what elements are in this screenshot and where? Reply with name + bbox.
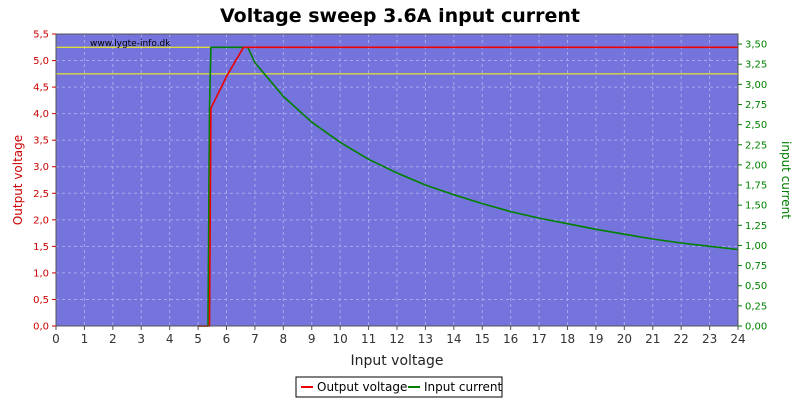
x-tick-label: 24: [730, 332, 745, 346]
y-left-tick-label: 5,5: [33, 30, 49, 41]
x-tick-label: 21: [645, 332, 660, 346]
x-tick-label: 4: [166, 332, 174, 346]
x-tick-label: 5: [194, 332, 202, 346]
x-tick-label: 1: [81, 332, 89, 346]
y-right-tick-label: 2,00: [745, 160, 767, 171]
x-tick-label: 17: [531, 332, 546, 346]
x-tick-label: 8: [280, 332, 288, 346]
x-tick-label: 9: [308, 332, 316, 346]
watermark: www.lygte-info.dk: [90, 39, 171, 49]
axes: 0 1 2 3 4 5 6 7 8 9 10 11 12 13 14 15 16 17 18 19 20 21 22 23 24…: [33, 30, 767, 347]
y-left-tick-label: 1,0: [33, 268, 49, 279]
y-right-tick-label: 0,00: [745, 322, 767, 333]
x-tick-label: 6: [223, 332, 231, 346]
y-left-tick-label: 5,0: [33, 56, 49, 67]
y-left-tick-label: 4,0: [33, 109, 49, 120]
legend-label-output-voltage: Output voltage: [317, 380, 407, 394]
y-left-tick-label: 2,0: [33, 215, 49, 226]
y-right-tick-label: 2,75: [745, 100, 767, 111]
x-tick-label: 0: [52, 332, 60, 346]
legend: Output voltage Input current: [295, 376, 503, 398]
x-tick-label: 18: [560, 332, 575, 346]
grid: [56, 34, 738, 326]
y-right-tick-label: 3,00: [745, 80, 767, 91]
series-line-input-current: [198, 46, 739, 327]
y-axis-left-label: Output voltage: [11, 135, 25, 225]
x-tick-label: 22: [674, 332, 689, 346]
x-tick-label: 2: [109, 332, 117, 346]
y-left-tick-label: 1,5: [33, 242, 49, 253]
y-left-tick-label: 0,5: [33, 295, 49, 306]
y-axis-right-label: input current: [779, 141, 793, 219]
x-tick-label: 19: [588, 332, 603, 346]
y-right-tick-label: 1,00: [745, 241, 767, 252]
legend-label-input-current: Input current: [424, 380, 502, 394]
x-tick-label: 13: [418, 332, 433, 346]
y-left-tick-label: 4,5: [33, 83, 49, 94]
y-right-tick-label: 3,50: [745, 40, 767, 51]
x-tick-label: 7: [251, 332, 259, 346]
y-left-tick-label: 3,0: [33, 162, 49, 173]
legend-box: [295, 376, 503, 398]
x-tick-label: 20: [617, 332, 632, 346]
x-tick-label: 11: [361, 332, 376, 346]
y-left-tick-label: 2,5: [33, 189, 49, 200]
y-right-tick-label: 0,25: [745, 301, 767, 312]
x-tick-label: 3: [137, 332, 145, 346]
y-right-tick-label: 0,75: [745, 261, 767, 272]
y-right-tick-label: 1,50: [745, 201, 767, 212]
y-left-tick-label: 0,0: [33, 322, 49, 333]
x-tick-label: 15: [475, 332, 490, 346]
y-right-tick-label: 0,50: [745, 281, 767, 292]
y-left-tick-label: 3,5: [33, 136, 49, 147]
y-right-tick-label: 2,50: [745, 120, 767, 131]
y-right-tick-label: 2,25: [745, 140, 767, 151]
x-tick-label: 12: [389, 332, 404, 346]
chart-title: Voltage sweep 3.6A input current: [220, 5, 580, 27]
y-right-tick-label: 1,25: [745, 221, 767, 232]
x-tick-label: 23: [702, 332, 717, 346]
x-tick-label: 14: [446, 332, 461, 346]
x-tick-label: 16: [503, 332, 518, 346]
x-tick-label: 10: [333, 332, 348, 346]
y-right-tick-label: 3,25: [745, 60, 767, 71]
y-right-tick-label: 1,75: [745, 181, 767, 192]
x-axis-label: Input voltage: [350, 353, 443, 369]
